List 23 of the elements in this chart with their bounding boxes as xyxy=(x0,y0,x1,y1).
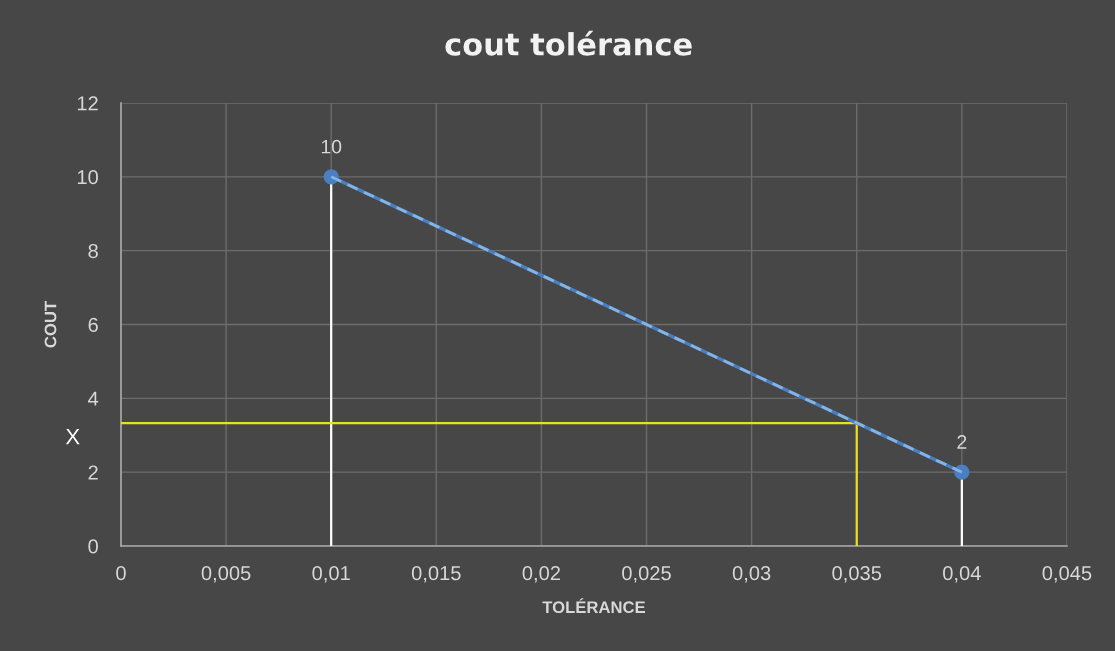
data-label: 2 xyxy=(957,435,967,449)
y-tick-label: 4 xyxy=(88,391,99,406)
y-tick-label: 12 xyxy=(77,96,98,111)
y-tick-label: 2 xyxy=(88,465,98,480)
x-axis-title: TOLÉRANCE xyxy=(542,598,646,614)
x-tick-label: 0,02 xyxy=(522,565,560,583)
x-tick-label: 0,01 xyxy=(312,565,350,583)
x-tick-label: 0,03 xyxy=(732,565,771,583)
chart-title: cout tolérance xyxy=(445,30,692,56)
x-tick-label: 0,015 xyxy=(411,565,461,583)
y-axis-title: COUT xyxy=(44,301,57,348)
x-tick-label: 0,035 xyxy=(832,565,882,583)
x-tick-label: 0,04 xyxy=(943,565,981,583)
y-tick-label: 6 xyxy=(88,317,98,332)
data-label: 10 xyxy=(321,139,342,154)
x-tick-label: 0,025 xyxy=(622,565,671,583)
x-tick-label: 0,045 xyxy=(1042,565,1092,583)
x-tick-label: 0 xyxy=(116,565,126,581)
x-tick-label: 0,005 xyxy=(201,565,251,583)
y-tick-label: 8 xyxy=(88,243,98,259)
text: X xyxy=(65,428,80,445)
y-tick-label: 10 xyxy=(77,170,98,185)
y-tick-label: 0 xyxy=(88,539,98,554)
